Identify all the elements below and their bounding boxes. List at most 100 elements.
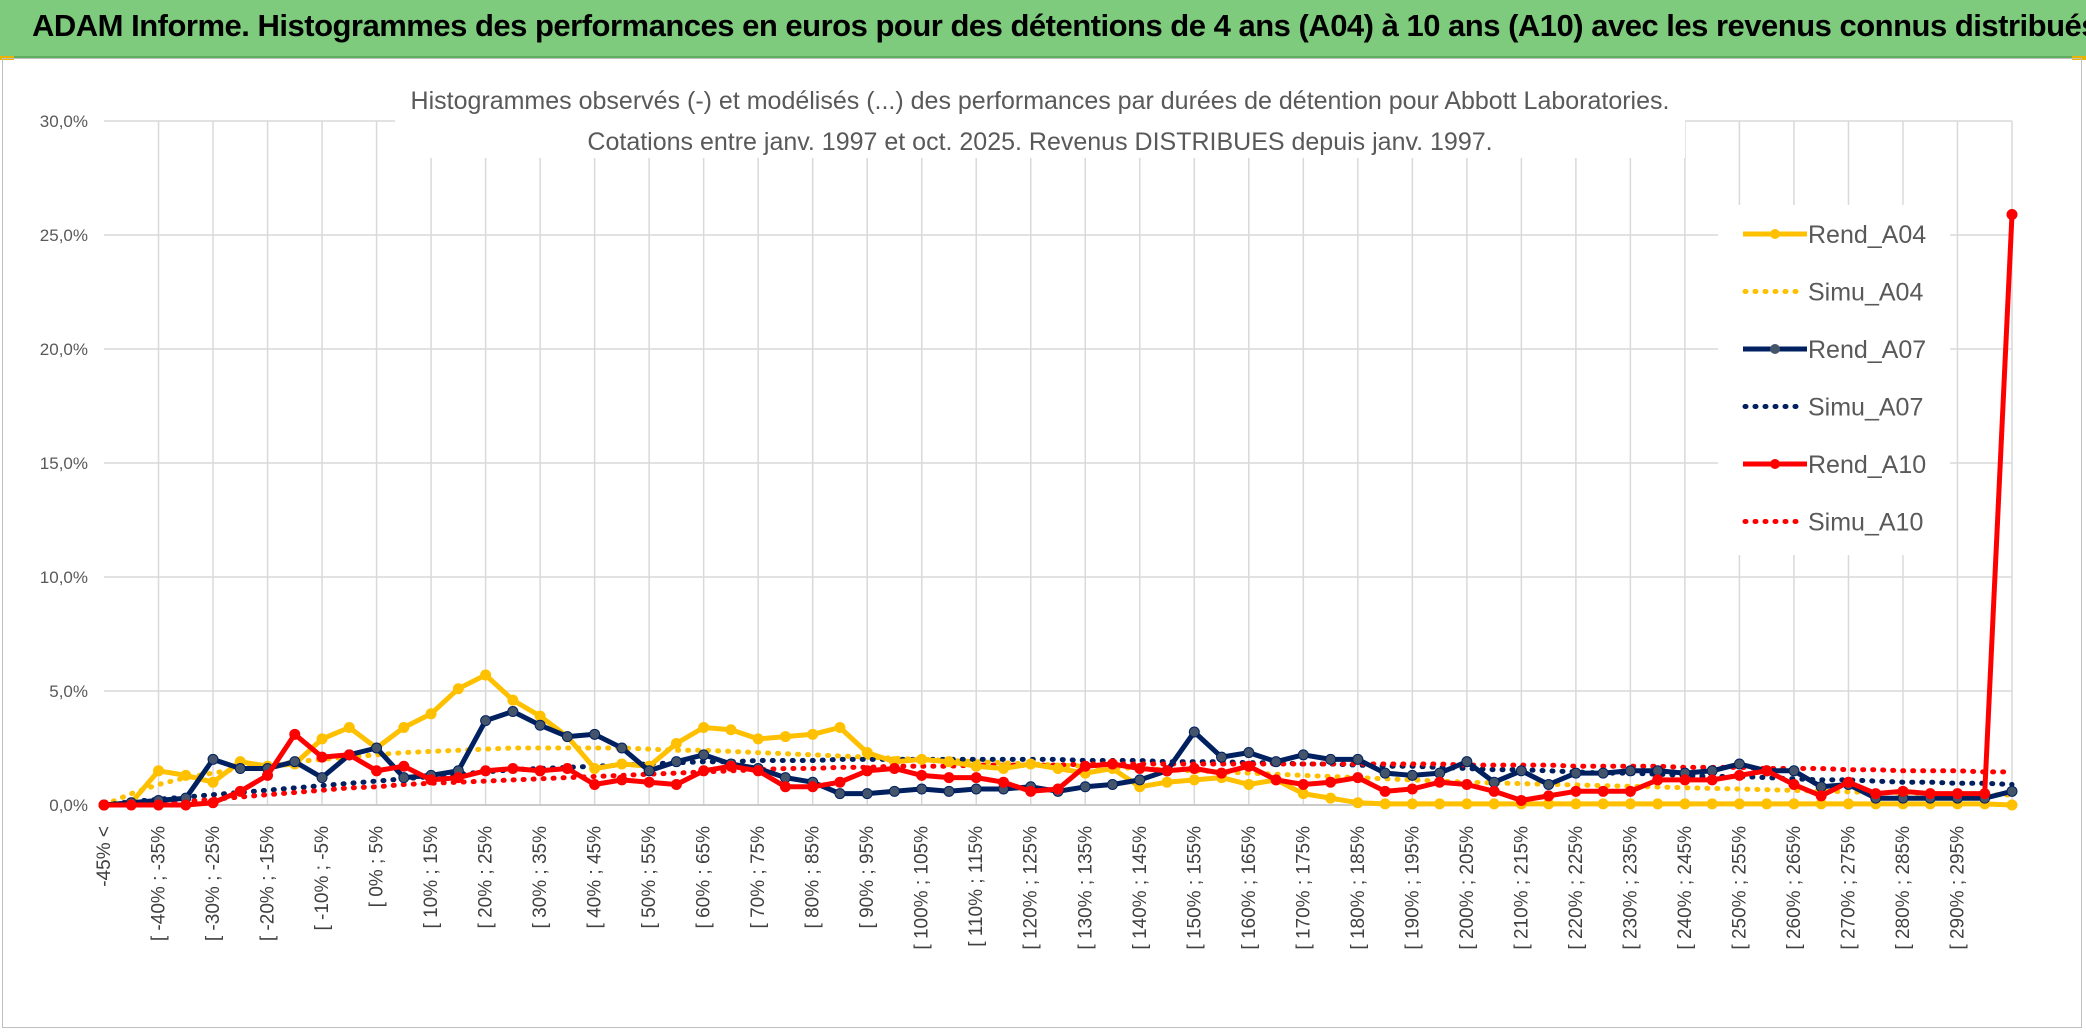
y-tick-label: 0,0%	[49, 796, 88, 815]
data-point	[970, 772, 982, 784]
data-point	[1379, 798, 1391, 810]
data-point	[207, 797, 219, 809]
data-point	[1815, 790, 1827, 802]
x-tick-label: [ 40% ; 45%	[585, 826, 606, 929]
data-point	[1870, 788, 1882, 800]
data-point	[1597, 798, 1609, 810]
data-point	[452, 683, 464, 695]
x-tick-label: [ 250% ; 255%	[1729, 826, 1750, 950]
chart-frame	[2, 58, 2082, 1028]
x-tick-label: [ 240% ; 245%	[1675, 826, 1696, 950]
data-point	[1107, 778, 1119, 790]
data-point	[289, 728, 301, 740]
series-rend-a10	[98, 208, 2018, 811]
data-point	[1733, 758, 1745, 770]
data-point	[1216, 751, 1228, 763]
data-point	[371, 765, 383, 777]
series-simu-a10	[101, 761, 2015, 808]
data-point	[997, 763, 1009, 775]
data-point	[480, 765, 492, 777]
data-point	[289, 756, 301, 768]
data-point	[234, 785, 246, 797]
data-point	[1352, 797, 1364, 809]
data-point	[807, 781, 819, 793]
data-point	[1652, 765, 1664, 777]
data-point	[207, 753, 219, 765]
data-point	[1842, 798, 1854, 810]
data-point	[1434, 767, 1446, 779]
legend-marker	[1770, 459, 1780, 469]
data-point	[1543, 790, 1555, 802]
data-point	[1570, 798, 1582, 810]
data-point	[534, 719, 546, 731]
legend-label: Simu_A04	[1808, 279, 1923, 307]
data-point	[1379, 767, 1391, 779]
data-point	[1052, 783, 1064, 795]
data-point	[1897, 785, 1909, 797]
data-point	[1134, 763, 1146, 775]
legend-item: Rend_A04	[1743, 221, 1926, 249]
x-tick-label: [ 260% ; 265%	[1784, 826, 1805, 950]
data-point	[861, 765, 873, 777]
data-point	[616, 742, 628, 754]
data-point	[670, 778, 682, 790]
x-tick-label: [ 150% ; 155%	[1184, 826, 1205, 950]
data-point	[970, 783, 982, 795]
data-point	[1624, 798, 1636, 810]
y-tick-label: 5,0%	[49, 682, 88, 701]
data-point	[861, 788, 873, 800]
data-point	[1488, 776, 1500, 788]
data-point	[1652, 798, 1664, 810]
data-point	[670, 756, 682, 768]
data-point	[2006, 785, 2018, 797]
data-point	[1188, 726, 1200, 738]
x-tick-label: [ 70% ; 75%	[748, 826, 769, 929]
data-point	[1706, 765, 1718, 777]
data-point	[1352, 753, 1364, 765]
data-point	[534, 765, 546, 777]
data-point	[1079, 781, 1091, 793]
data-point	[1297, 788, 1309, 800]
x-tick-label: [ 0% ; 5%	[367, 826, 388, 907]
data-point	[561, 731, 573, 743]
data-point	[1325, 792, 1337, 804]
legend-label: Rend_A04	[1808, 221, 1926, 249]
data-point	[1134, 774, 1146, 786]
chart-title-background	[395, 80, 1685, 158]
data-point	[670, 737, 682, 749]
legend-label: Simu_A10	[1808, 509, 1923, 537]
x-tick-label: [ 140% ; 145%	[1130, 826, 1151, 950]
data-point	[1434, 798, 1446, 810]
data-point	[534, 710, 546, 722]
data-point	[1706, 774, 1718, 786]
data-point	[316, 733, 328, 745]
data-point	[1243, 760, 1255, 772]
data-point	[1515, 794, 1527, 806]
series-layer	[98, 208, 2018, 811]
data-point	[1297, 778, 1309, 790]
x-tick-label: [ 110% ; 115%	[966, 826, 987, 947]
x-tick-label: [ -10% ; -5%	[312, 826, 333, 931]
data-point	[1161, 776, 1173, 788]
x-tick-label: [ 230% ; 235%	[1620, 826, 1641, 950]
data-point	[698, 721, 710, 733]
report-banner: ADAM Informe. Histogrammes des performan…	[0, 0, 2086, 58]
data-point	[316, 772, 328, 784]
data-point	[1788, 778, 1800, 790]
data-point	[507, 694, 519, 706]
data-point	[234, 763, 246, 775]
data-point	[1325, 776, 1337, 788]
legend-marker	[1770, 229, 1780, 239]
data-point	[779, 772, 791, 784]
data-point	[1597, 767, 1609, 779]
data-point	[643, 776, 655, 788]
y-tick-label: 25,0%	[40, 226, 88, 245]
data-point	[1188, 763, 1200, 775]
data-point	[371, 742, 383, 754]
data-point	[153, 765, 165, 777]
data-point	[316, 751, 328, 763]
data-point	[616, 774, 628, 786]
data-point	[98, 799, 110, 811]
x-tick-label: [ 160% ; 165%	[1239, 826, 1260, 950]
